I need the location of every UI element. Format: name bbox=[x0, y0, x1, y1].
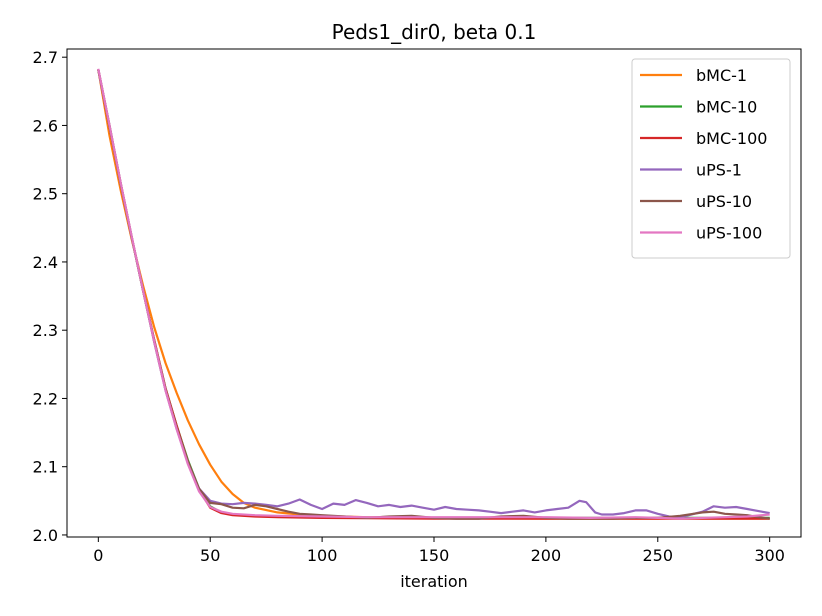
y-tick-label: 2.1 bbox=[33, 458, 58, 477]
x-axis: 0 50 100 150 200 250 300 bbox=[93, 537, 785, 565]
legend-label: uPS-1 bbox=[696, 161, 742, 180]
y-tick-label: 2.4 bbox=[33, 253, 58, 272]
x-tick-label: 0 bbox=[93, 546, 103, 565]
x-tick-label: 100 bbox=[307, 546, 338, 565]
y-tick-label: 2.2 bbox=[33, 389, 58, 408]
x-tick-label: 150 bbox=[419, 546, 450, 565]
y-tick-label: 2.6 bbox=[33, 116, 58, 135]
y-tick-label: 2.7 bbox=[33, 48, 58, 67]
y-tick-label: 2.0 bbox=[33, 526, 58, 545]
series-line-ups-1 bbox=[97, 69, 770, 519]
x-tick-label: 200 bbox=[531, 546, 562, 565]
legend-label: uPS-100 bbox=[696, 224, 762, 243]
y-tick-label: 2.3 bbox=[33, 321, 58, 340]
legend-label: bMC-10 bbox=[696, 98, 757, 117]
y-tick-label: 2.5 bbox=[33, 185, 58, 204]
x-tick-label: 250 bbox=[643, 546, 674, 565]
legend-label: uPS-10 bbox=[696, 192, 752, 211]
x-tick-label: 300 bbox=[754, 546, 785, 565]
legend-label: bMC-1 bbox=[696, 66, 747, 85]
legend: bMC-1 bMC-10 bMC-100 uPS-1 uPS-10 uPS-100 bbox=[631, 58, 791, 259]
legend-label: bMC-100 bbox=[696, 129, 767, 148]
legend-box bbox=[631, 58, 791, 259]
x-tick-label: 50 bbox=[200, 546, 220, 565]
chart-title: Peds1_dir0, beta 0.1 bbox=[332, 20, 537, 44]
y-axis: 2.0 2.1 2.2 2.3 2.4 2.5 2.6 2.7 bbox=[33, 48, 67, 545]
series-lines bbox=[97, 68, 770, 520]
series-line-ups-100 bbox=[97, 68, 770, 520]
x-axis-label: iteration bbox=[400, 572, 468, 591]
